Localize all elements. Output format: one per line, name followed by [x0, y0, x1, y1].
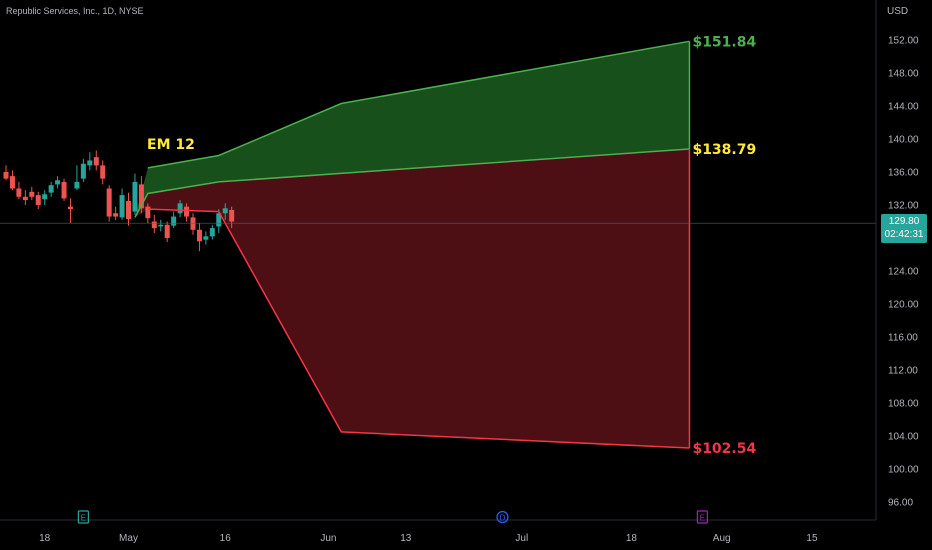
event-marker: D	[496, 510, 509, 524]
candle-body	[126, 200, 132, 220]
candle-body	[48, 185, 54, 193]
price-tick-label: 104.00	[888, 432, 919, 443]
projection-fills	[134, 41, 690, 449]
candle-body	[132, 181, 138, 212]
candle-body	[229, 209, 235, 222]
time-tick-label: Jun	[320, 533, 336, 544]
candle-body	[29, 191, 35, 197]
event-letter: E	[700, 514, 705, 523]
candle-body	[16, 188, 22, 197]
candle-body	[61, 181, 67, 199]
candle-body	[106, 188, 112, 217]
candle-body	[222, 208, 228, 214]
candle-body	[113, 213, 119, 217]
price-tick-label: 120.00	[888, 300, 919, 311]
candle-body	[151, 221, 157, 229]
candle-body	[164, 224, 170, 238]
price-tick-label: 116.00	[888, 333, 918, 344]
candle-body	[35, 195, 41, 205]
target-label: $151.84	[692, 34, 756, 50]
last-price-value: 129.80	[888, 216, 920, 227]
price-tick-label: 132.00	[888, 201, 919, 212]
candle-body	[119, 195, 125, 218]
target-label: $138.79	[692, 142, 756, 158]
bar-countdown: 02:42:31	[884, 229, 924, 240]
earnings-icon	[696, 510, 708, 524]
time-tick-label: 13	[400, 533, 412, 544]
em-label: EM 12	[147, 137, 195, 153]
time-tick-label: 15	[806, 533, 818, 544]
price-tick-label: 112.00	[888, 366, 918, 377]
candle-body	[203, 236, 209, 240]
candle-body	[145, 206, 151, 219]
time-tick-label: 18	[39, 533, 51, 544]
price-tick-label: 148.00	[888, 69, 919, 80]
time-axis[interactable]: 18 May 16 Jun 13 Jul 18 Aug 15	[0, 519, 876, 544]
time-tick-label: May	[119, 533, 138, 544]
candle-body	[100, 165, 106, 179]
candle-body	[55, 180, 61, 185]
price-tick-label: 140.00	[888, 135, 919, 146]
candle-body	[67, 206, 73, 210]
target-label: $102.54	[692, 441, 756, 457]
event-letter: E	[81, 514, 86, 523]
event-marker: E	[696, 510, 708, 524]
candle-body	[184, 206, 190, 217]
earnings-icon	[77, 510, 89, 524]
price-tick-label: 144.00	[888, 102, 919, 113]
candle-body	[177, 203, 183, 214]
price-tick-label: 108.00	[888, 399, 919, 410]
event-letter: D	[500, 514, 506, 523]
price-tick-label: 100.00	[888, 465, 919, 476]
symbol-title: Republic Services, Inc., 1D, NYSE	[6, 6, 144, 16]
currency-label: USD	[887, 6, 909, 17]
event-marker: E	[77, 510, 89, 524]
candle-body	[138, 184, 144, 209]
price-axis[interactable]: 96.00 100.00 104.00 108.00 112.00 116.00 120.0…	[875, 0, 919, 520]
time-tick-label: 18	[626, 533, 638, 544]
upper-line	[147, 40, 690, 169]
projection-lines	[134, 40, 691, 449]
upside-zone	[134, 41, 690, 218]
price-tick-label: 152.00	[888, 36, 919, 47]
candle-body	[209, 228, 215, 237]
time-tick-label: 16	[220, 533, 232, 544]
candle-body	[22, 196, 28, 201]
candle-body	[3, 172, 9, 179]
candle-body	[216, 213, 222, 227]
dividend-icon	[496, 510, 509, 524]
candle-body	[74, 181, 80, 189]
candle-body	[9, 176, 15, 189]
candles	[3, 150, 235, 252]
candle-body	[93, 157, 99, 166]
price-tick-label: 136.00	[888, 168, 919, 179]
time-tick-label: Aug	[713, 533, 731, 544]
candle-body	[158, 224, 164, 227]
last-price-badge: 129.80 02:42:31	[881, 214, 927, 243]
candle-body	[87, 160, 93, 166]
middle-line	[134, 148, 690, 218]
candle-body	[80, 163, 86, 179]
candle-body	[42, 194, 48, 200]
target-labels: $151.84 $138.79 $102.54	[692, 34, 756, 457]
candle-body	[171, 216, 177, 226]
candle-body	[190, 217, 196, 230]
lower-line	[147, 208, 690, 449]
time-tick-label: Jul	[515, 533, 528, 544]
price-tick-label: 96.00	[888, 498, 913, 509]
downside-zone	[134, 148, 690, 449]
price-tick-label: 124.00	[888, 267, 919, 278]
candle-body	[196, 229, 202, 242]
